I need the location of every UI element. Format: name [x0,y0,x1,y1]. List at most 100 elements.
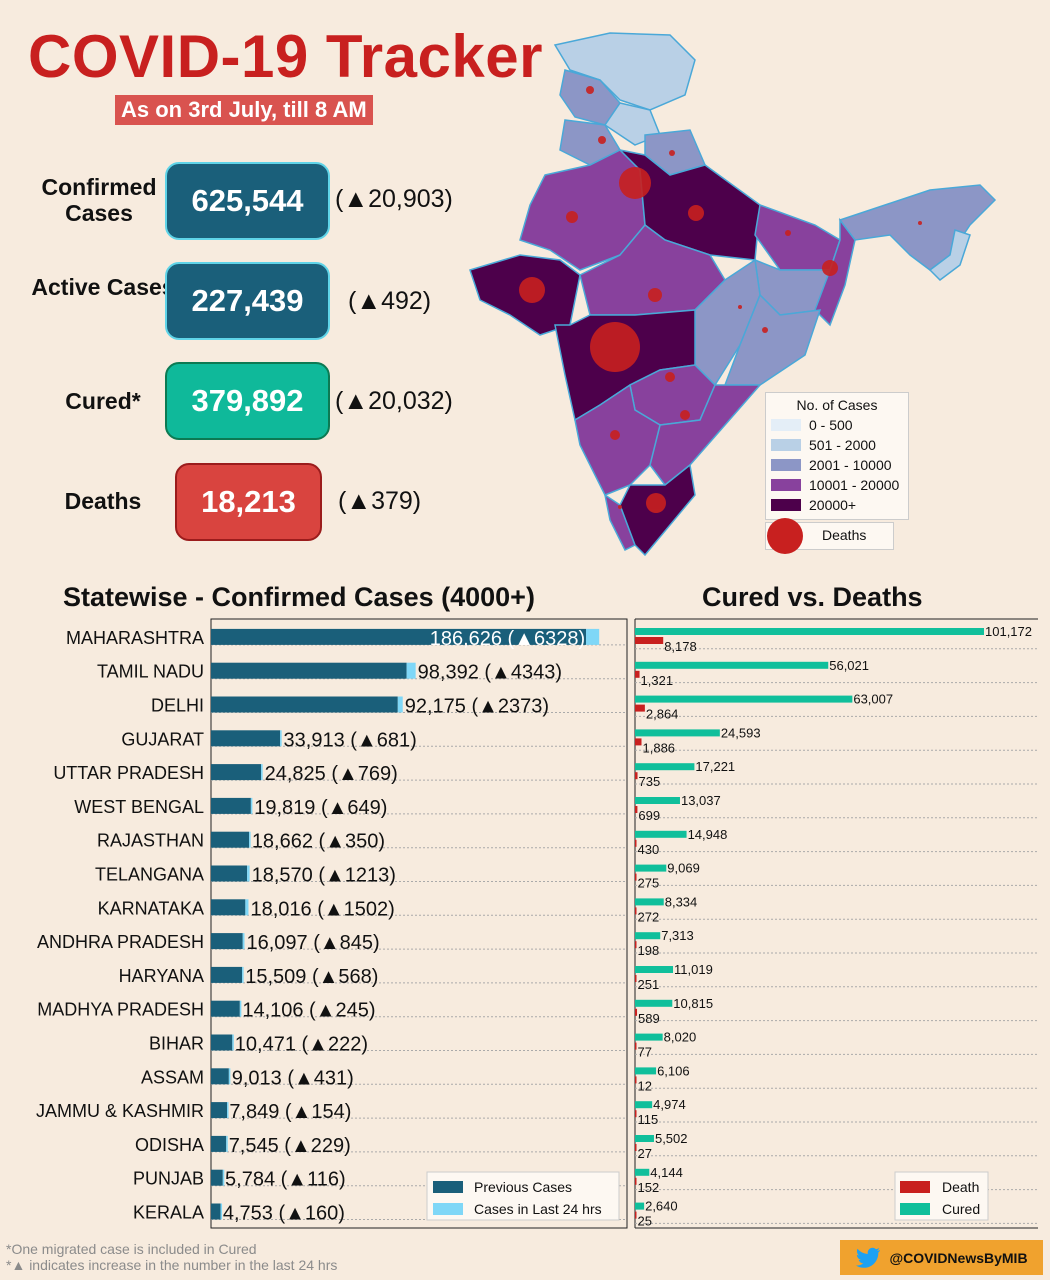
cured-bar [635,695,853,703]
statewise-bar-chart: MAHARASHTRA 186,626 (▲6328) TAMIL NADU 98,3… [36,618,628,1229]
last24-cases-bar [239,1000,242,1017]
last24-cases-bar [222,1169,225,1186]
cured-value-label: 10,815 [673,996,713,1011]
cured-value-label: 7,313 [661,928,694,943]
confirmed-value-label: 19,819 (▲649) [254,797,387,819]
active-label: Active Cases [31,274,175,300]
state-label: MADHYA PRADESH [37,1000,204,1020]
cured-bar [635,932,661,940]
death-bar [635,704,645,712]
cured-value-label: 24,593 [721,725,761,740]
confirmed-value-label: 4,753 (▲160) [223,1203,345,1225]
last24-cases-bar [280,730,282,747]
death-bar [635,873,637,881]
map-legend-item: 2001 - 10000 [771,457,908,473]
confirmed-value-label: 9,013 (▲431) [232,1067,354,1089]
cured-value-label: 17,221 [695,759,735,774]
twitter-bird-icon [856,1247,881,1268]
cured-bar [635,830,687,838]
death-bar [635,941,637,949]
state-label: ASSAM [141,1067,204,1087]
previous-cases-bar [211,899,246,916]
cured-delta: (▲20,032) [335,387,453,415]
previous-cases-bar [211,1135,227,1152]
cured-bar [635,628,984,635]
map-legend-swatch [771,499,801,511]
previous-cases-bar [211,966,243,983]
previous-cases-bar [211,1102,228,1119]
chart1-legend-label: Previous Cases [474,1179,572,1195]
death-bar [635,975,637,982]
cured-bar [635,661,829,669]
confirmed-value-label: 7,849 (▲154) [229,1101,351,1123]
cured-bar [635,1067,657,1075]
cured-bar [635,1135,654,1142]
map-legend-item: 501 - 2000 [771,437,908,453]
map-legend-swatch [771,459,801,471]
last24-cases-bar [228,1068,231,1085]
map-legend-item: 20000+ [771,497,908,513]
death-bar [635,839,637,847]
last24-cases-bar [261,764,263,781]
death-bar [635,907,637,915]
state-label: PUNJAB [133,1169,204,1189]
death-bar [635,1076,637,1084]
map-legend-label: 0 - 500 [809,417,853,433]
cured-value-label: 11,019 [674,962,713,977]
state-label: KARNATAKA [98,898,204,918]
death-value-label: 699 [638,808,660,823]
confirmed-value-label: 14,106 (▲245) [242,1000,375,1022]
cured-value-label: 2,640 [645,1199,678,1214]
death-value-label: 25 [638,1214,652,1229]
state-label: BIHAR [149,1034,204,1054]
previous-cases-bar [211,865,248,882]
state-label: HARYANA [119,966,204,986]
cured-deaths-chart-title: Cured vs. Deaths [702,582,923,612]
last24-cases-bar [220,1203,223,1220]
confirmed-value-label: 186,626 (▲6328) [430,628,585,650]
confirmed-label: Confirmed Cases [41,174,157,226]
state-label: ODISHA [135,1135,204,1155]
death-value-label: 152 [638,1180,660,1195]
previous-cases-bar [211,1203,221,1220]
previous-cases-bar [211,662,407,679]
deaths-value: 18,213 [175,463,322,541]
state-label: RAJASTHAN [97,831,204,851]
death-bar [635,637,664,644]
previous-cases-bar [211,797,251,814]
cured-value-label: 8,334 [665,894,698,909]
last24-cases-bar [249,831,251,848]
cured-bar [635,966,674,973]
death-value-label: 1,321 [641,673,674,688]
confirmed-value-label: 92,175 (▲2373) [405,696,549,718]
twitter-handle-badge[interactable]: @COVIDNewsByMIB [840,1240,1043,1275]
map-legend-item: 0 - 500 [771,417,908,433]
twitter-handle: @COVIDNewsByMIB [889,1249,1028,1266]
state-label: DELHI [151,696,204,716]
death-value-label: 275 [638,876,660,891]
cured-value-label: 101,172 [985,624,1032,639]
cured-bar [635,999,673,1007]
death-bar [635,1177,637,1185]
state-label: KERALA [133,1203,204,1223]
cured-value-label: 4,144 [650,1165,683,1180]
deaths-delta: (▲379) [338,487,422,515]
chart2-legend: Death Cured [894,1171,989,1221]
chart1-legend: Previous Cases Cases in Last 24 hrs [426,1171,620,1221]
map-legend: No. of Cases 0 - 500 501 - 2000 2001 - 100… [765,392,909,520]
last24-cases-bar [406,662,416,679]
death-value-label: 272 [638,909,660,924]
death-bar [635,1042,637,1050]
cured-label: Cured* [65,388,141,414]
last24-cases-bar [245,899,249,916]
confirmed-value-label: 33,913 (▲681) [284,729,417,751]
previous-cases-bar [211,628,587,645]
map-legend-label: 10001 - 20000 [809,477,900,493]
cured-value-label: 6,106 [657,1063,690,1078]
death-bar [635,1110,637,1118]
last24-cases-bar [586,628,600,645]
state-label: TAMIL NADU [97,662,204,682]
chart2-legend-swatch [900,1181,930,1193]
cured-bar [635,898,664,906]
cured-value-label: 56,021 [829,658,869,673]
